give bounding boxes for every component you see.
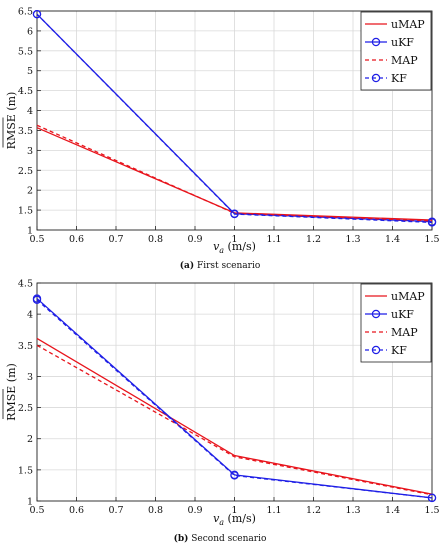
data-point-KF <box>230 471 239 480</box>
data-point-KF <box>32 295 42 305</box>
figure-caption: (b) Second scenario <box>174 533 267 544</box>
x-tick-label: 0.5 <box>29 505 44 516</box>
x-tick-label: 1 <box>231 234 237 245</box>
series-line-MAP <box>36 124 433 222</box>
legend-label-uMAP: uMAP <box>391 290 425 303</box>
chart-0: 0.5 0.6 0.7 0.8 0.9 1 1.1 1.2 1.3 1.4 1.5 1 1.5 2 2.5 3… <box>2 7 440 271</box>
data-point-KF <box>230 209 239 219</box>
x-tick-label: 1.3 <box>345 234 360 245</box>
y-tick-label: 1 <box>27 497 33 508</box>
legend-label-MAP: MAP <box>391 54 418 67</box>
legend-marker-uKF <box>371 309 381 319</box>
x-tick-label: 1.2 <box>306 234 321 245</box>
legend-label-KF: KF <box>391 344 407 357</box>
x-tick-label: 0.7 <box>108 505 123 516</box>
x-tick-label: 1.1 <box>266 505 281 516</box>
legend-label-uKF: uKF <box>391 36 414 49</box>
x-tick-label: 1.2 <box>306 505 321 516</box>
legend-marker-KF <box>371 345 381 355</box>
y-tick-label: 4.5 <box>18 279 33 290</box>
x-tick-label: 0.8 <box>148 234 163 245</box>
data-point-KF <box>427 493 437 503</box>
x-tick-label: 1.1 <box>266 234 281 245</box>
legend-label-uKF: uKF <box>391 308 414 321</box>
x-tick-label: 1 <box>231 505 237 516</box>
y-tick-label: 3.5 <box>18 126 33 137</box>
y-tick-label: 6 <box>27 26 33 37</box>
x-tick-label: 0.5 <box>29 234 44 245</box>
y-tick-label: 4.5 <box>18 86 33 97</box>
y-tick-label: 4 <box>27 310 33 321</box>
x-tick-label: 0.8 <box>148 505 163 516</box>
x-tick-label: 1.3 <box>345 505 360 516</box>
y-tick-label: 1.5 <box>18 206 33 217</box>
data-point-KF <box>427 218 437 227</box>
x-tick-label: 0.9 <box>187 234 202 245</box>
legend-marker-uKF <box>371 37 381 47</box>
series-line-uKF <box>36 298 433 499</box>
x-tick-label: 1.5 <box>424 505 439 516</box>
y-axis-label: RMSE (m) <box>5 92 18 150</box>
series-line-uMAP <box>36 337 433 495</box>
data-point-KF <box>32 9 42 19</box>
y-tick-label: 4 <box>27 106 33 117</box>
y-tick-label: 3 <box>27 146 33 157</box>
legend-label-KF: KF <box>391 72 407 85</box>
legend-label-MAP: MAP <box>391 326 418 339</box>
y-axis-label: RMSE (m) <box>5 363 18 421</box>
x-tick-label: 0.6 <box>69 234 84 245</box>
y-tick-label: 5 <box>27 66 33 77</box>
x-tick-label: 1.5 <box>424 234 439 245</box>
y-tick-label: 2.5 <box>18 403 33 414</box>
legend-label-uMAP: uMAP <box>391 18 425 31</box>
y-tick-label: 3 <box>27 372 33 383</box>
x-tick-label: 0.7 <box>108 234 123 245</box>
x-tick-label: 1.4 <box>385 234 400 245</box>
chart-1: 0.5 0.6 0.7 0.8 0.9 1 1.1 1.2 1.3 1.4 1.5 1 1.5 2 2.5 3… <box>2 279 440 544</box>
y-tick-label: 2 <box>27 186 33 197</box>
legend-marker-KF <box>371 73 381 83</box>
y-tick-label: 3.5 <box>18 341 33 352</box>
x-axis-label: va (m/s) <box>213 240 256 255</box>
x-tick-label: 0.9 <box>187 505 202 516</box>
y-tick-label: 1 <box>27 226 33 237</box>
y-tick-label: 6.5 <box>18 7 33 18</box>
x-axis-label: va (m/s) <box>213 512 256 527</box>
y-tick-label: 2.5 <box>18 166 33 177</box>
series-line-KF <box>36 13 433 224</box>
figure-caption: (a) First scenario <box>180 260 261 271</box>
x-tick-label: 1.4 <box>385 505 400 516</box>
x-tick-label: 0.6 <box>69 505 84 516</box>
y-tick-label: 2 <box>27 434 33 445</box>
y-tick-label: 1.5 <box>18 465 33 476</box>
y-tick-label: 5.5 <box>18 46 33 57</box>
series-line-MAP <box>36 344 433 496</box>
